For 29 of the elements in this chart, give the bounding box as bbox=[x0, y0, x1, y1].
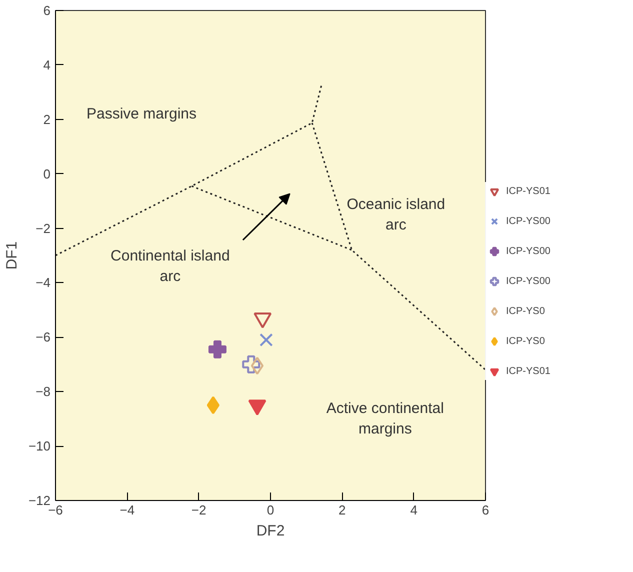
y-tick-label: −12 bbox=[28, 493, 51, 508]
y-tick-label: 4 bbox=[43, 57, 51, 72]
x-axis-title: DF2 bbox=[256, 522, 285, 540]
y-axis-title: DF1 bbox=[3, 241, 20, 270]
legend-label: ICP-YS01 bbox=[506, 366, 550, 376]
annotation: Continental island arc bbox=[110, 248, 230, 286]
legend-label: ICP-YS00 bbox=[506, 246, 550, 256]
y-tick-label: −10 bbox=[28, 438, 51, 454]
y-tick-label: 2 bbox=[43, 112, 51, 127]
x-tick-label: −2 bbox=[191, 502, 206, 518]
y-tick-label: 0 bbox=[43, 166, 51, 182]
x-tick-label: 4 bbox=[410, 502, 418, 518]
legend-label: ICP-YS0 bbox=[506, 306, 545, 316]
y-tick-label: −4 bbox=[36, 275, 51, 290]
y-tick-label: −6 bbox=[36, 330, 51, 345]
annotation: Active continental margins bbox=[326, 400, 444, 438]
legend-label: ICP-YS01 bbox=[506, 186, 550, 196]
y-tick-label: −2 bbox=[36, 220, 51, 236]
x-tick-label: 6 bbox=[482, 502, 490, 518]
y-tick-label: 6 bbox=[43, 3, 51, 18]
legend-label: ICP-YS0 bbox=[506, 336, 545, 346]
annotation: Oceanic island arc bbox=[346, 196, 446, 234]
y-tick-label: −8 bbox=[36, 384, 51, 400]
x-tick-label: 0 bbox=[266, 502, 274, 518]
legend-label: ICP-YS00 bbox=[506, 276, 550, 286]
x-tick-label: 2 bbox=[338, 502, 346, 518]
legend-label: ICP-YS00 bbox=[506, 216, 550, 226]
x-tick-label: −4 bbox=[120, 502, 135, 518]
annotation: Passive margins bbox=[86, 105, 197, 122]
